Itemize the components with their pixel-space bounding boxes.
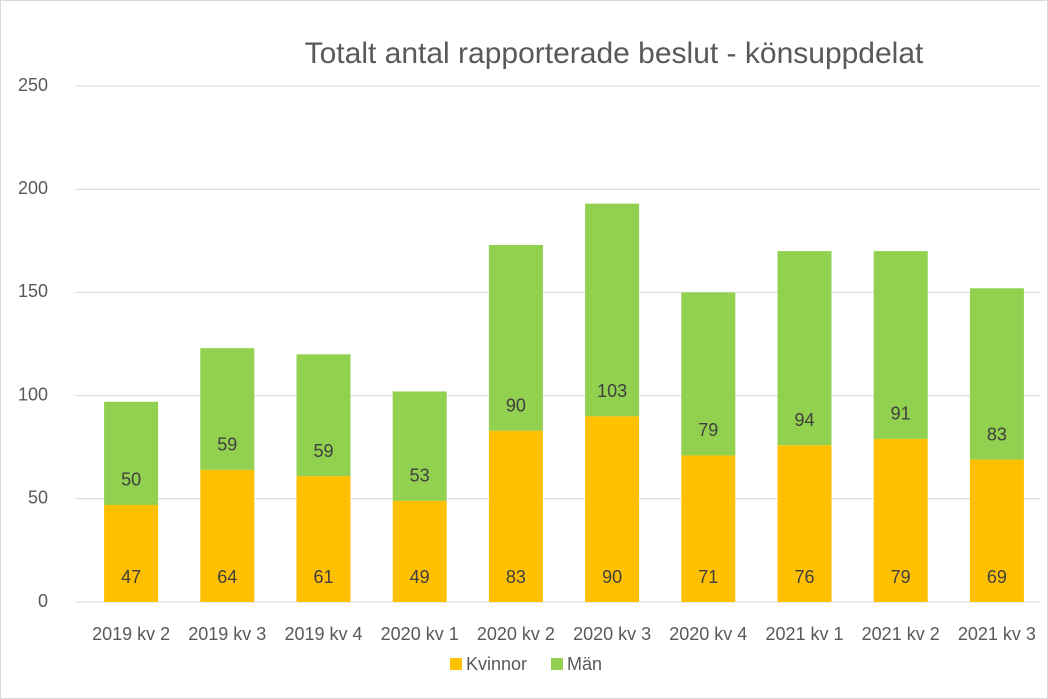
data-label: 50 [121,470,141,490]
bar-segment [585,416,640,602]
data-label: 83 [506,567,526,587]
y-tick-label: 0 [38,591,48,611]
bar-segment [392,391,447,501]
x-tick-label: 2021 kv 3 [958,624,1036,644]
bar-segment [104,401,159,505]
bar-segment [392,500,447,602]
data-label: 94 [794,410,814,430]
chart-title: Totalt antal rapporterade beslut - könsu… [305,37,924,70]
x-tick-label: 2020 kv 2 [477,624,555,644]
y-tick-label: 150 [18,281,48,301]
bar-segment [585,203,640,417]
bar-segment [200,469,255,602]
x-tick-label: 2020 kv 1 [381,624,459,644]
data-label: 59 [217,435,237,455]
data-label: 53 [410,466,430,486]
data-label: 79 [891,567,911,587]
bar-segment [777,251,832,446]
data-label: 103 [597,381,627,401]
data-label: 79 [698,420,718,440]
data-label: 90 [602,567,622,587]
bar-segment [777,445,832,602]
x-tick-label: 2020 kv 4 [669,624,747,644]
legend-swatch [551,658,563,670]
data-label: 64 [217,567,237,587]
data-label: 59 [313,441,333,461]
y-tick-label: 50 [28,488,48,508]
y-tick-label: 100 [18,384,48,404]
legend-label: Kvinnor [466,654,527,674]
bar-segment [296,354,351,477]
bar-segment [488,244,543,431]
bar-segment [104,504,159,602]
bar-segment [969,459,1024,602]
x-tick-label: 2019 kv 2 [92,624,170,644]
bar-segment [873,251,928,439]
y-tick-label: 250 [18,75,48,95]
bar-segment [200,348,255,470]
data-label: 83 [987,424,1007,444]
bar-segment [969,288,1024,460]
bar-segment [488,430,543,602]
x-tick-label: 2020 kv 3 [573,624,651,644]
bar-segment [681,292,736,456]
y-tick-label: 200 [18,178,48,198]
x-tick-label: 2019 kv 4 [284,624,362,644]
data-label: 61 [313,567,333,587]
data-label: 91 [891,404,911,424]
x-tick-label: 2021 kv 2 [862,624,940,644]
data-label: 76 [794,567,814,587]
data-label: 47 [121,567,141,587]
bar-segment [873,438,928,602]
data-label: 71 [698,567,718,587]
data-label: 49 [410,567,430,587]
bar-segment [681,455,736,602]
legend-swatch [450,658,462,670]
data-label: 90 [506,395,526,415]
legend-label: Män [567,654,602,674]
bar-segment [296,476,351,602]
data-label: 69 [987,567,1007,587]
x-tick-label: 2019 kv 3 [188,624,266,644]
x-tick-label: 2021 kv 1 [765,624,843,644]
